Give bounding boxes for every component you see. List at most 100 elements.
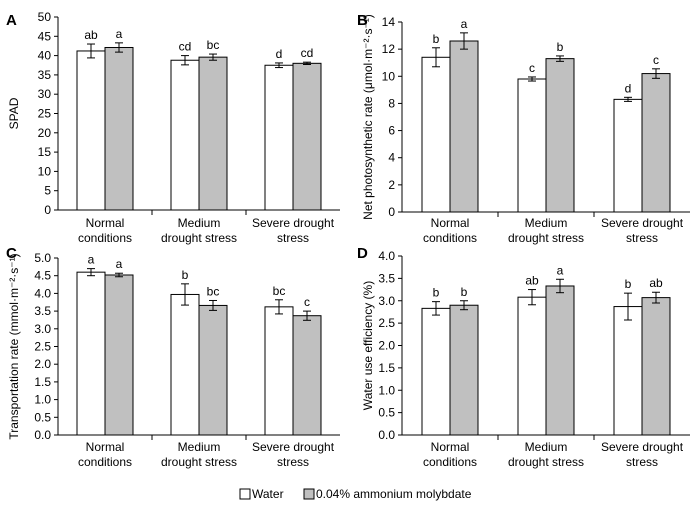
x-category-label: Normal bbox=[86, 440, 125, 454]
x-category-label: Normal bbox=[431, 216, 470, 230]
x-category-label: conditions bbox=[78, 455, 132, 469]
y-tick-label: 0.5 bbox=[34, 410, 51, 424]
bar bbox=[517, 78, 547, 213]
significance-letter: bc bbox=[273, 284, 286, 298]
significance-letter: ab bbox=[525, 274, 539, 288]
bar bbox=[421, 307, 451, 436]
x-category-label: drought stress bbox=[161, 455, 237, 469]
y-tick-label: 20 bbox=[38, 126, 52, 140]
y-tick-label: 10 bbox=[38, 164, 52, 178]
significance-letter: c bbox=[653, 53, 659, 67]
significance-letter: a bbox=[116, 257, 123, 271]
y-tick-label: 0.5 bbox=[378, 406, 395, 420]
y-tick-label: 2.0 bbox=[378, 339, 395, 353]
x-category-label: Medium bbox=[525, 216, 568, 230]
significance-letter: b bbox=[433, 32, 440, 46]
bar bbox=[264, 306, 294, 436]
legend-label-molybdate: 0.04% ammonium molybdate bbox=[316, 487, 472, 501]
bar bbox=[104, 46, 134, 211]
y-tick-label: 8 bbox=[388, 96, 395, 110]
x-category-label: drought stress bbox=[161, 231, 237, 245]
bar bbox=[76, 271, 106, 436]
y-tick-label: 4.0 bbox=[378, 249, 395, 263]
bar bbox=[292, 62, 322, 211]
y-axis-label: SPAD bbox=[7, 97, 21, 129]
significance-letter: c bbox=[529, 61, 535, 75]
x-category-label: Medium bbox=[525, 440, 568, 454]
y-tick-label: 1.0 bbox=[378, 383, 395, 397]
x-category-label: stress bbox=[277, 231, 309, 245]
significance-letter: a bbox=[116, 27, 123, 41]
significance-letter: b bbox=[557, 40, 564, 54]
y-tick-label: 1.5 bbox=[378, 361, 395, 375]
significance-letter: ab bbox=[649, 276, 663, 290]
x-category-label: Normal bbox=[431, 440, 470, 454]
bar bbox=[613, 98, 643, 213]
significance-letter: b bbox=[182, 268, 189, 282]
bar bbox=[292, 315, 322, 436]
y-tick-label: 10 bbox=[382, 69, 396, 83]
y-tick-label: 2 bbox=[388, 178, 395, 192]
bar bbox=[545, 285, 575, 436]
y-tick-label: 40 bbox=[38, 49, 52, 63]
y-tick-label: 3.5 bbox=[34, 304, 51, 318]
significance-letter: cd bbox=[301, 46, 314, 60]
x-category-label: Medium bbox=[178, 440, 221, 454]
significance-letter: bc bbox=[207, 38, 220, 52]
y-tick-label: 35 bbox=[38, 68, 52, 82]
panel-letter: D bbox=[357, 245, 368, 262]
y-tick-label: 45 bbox=[38, 29, 52, 43]
panel-a: A SPAD 0 5 10 15 20 25 30 35 40 45 50 Normalcondition… bbox=[6, 10, 340, 245]
y-tick-label: 4 bbox=[388, 151, 395, 165]
x-category-label: conditions bbox=[423, 455, 477, 469]
panel-letter: B bbox=[357, 12, 368, 29]
y-axis-label: Transportation rate (mmol·m⁻²·s⁻¹) bbox=[7, 253, 21, 439]
bar bbox=[170, 59, 200, 211]
bar bbox=[545, 58, 575, 213]
y-tick-label: 2.0 bbox=[34, 357, 51, 371]
panel-letter: C bbox=[6, 245, 17, 262]
y-tick-label: 0 bbox=[388, 205, 395, 219]
significance-letter: b bbox=[433, 286, 440, 300]
x-category-label: Severe drought bbox=[601, 440, 684, 454]
y-tick-label: 4.5 bbox=[34, 269, 51, 283]
bar bbox=[641, 73, 671, 213]
panel-letter: A bbox=[6, 12, 17, 29]
bar bbox=[264, 64, 294, 211]
legend-label-water: Water bbox=[252, 487, 284, 501]
y-tick-label: 3.5 bbox=[378, 271, 395, 285]
x-category-label: Severe drought bbox=[601, 216, 684, 230]
significance-letter: d bbox=[276, 47, 283, 61]
y-tick-label: 5 bbox=[44, 184, 51, 198]
bar bbox=[641, 297, 671, 436]
x-category-label: drought stress bbox=[508, 455, 584, 469]
x-category-label: stress bbox=[277, 455, 309, 469]
y-tick-label: 5.0 bbox=[34, 251, 51, 265]
y-tick-label: 0.0 bbox=[34, 428, 51, 442]
significance-letter: c bbox=[304, 295, 310, 309]
bar bbox=[449, 304, 479, 436]
y-tick-label: 0 bbox=[44, 203, 51, 217]
y-tick-label: 3.0 bbox=[378, 294, 395, 308]
significance-letter: b bbox=[461, 285, 468, 299]
significance-letter: b bbox=[625, 277, 632, 291]
y-tick-label: 2.5 bbox=[378, 316, 395, 330]
bar bbox=[421, 56, 451, 213]
x-category-label: Severe drought bbox=[252, 216, 335, 230]
bar bbox=[517, 296, 547, 436]
significance-letter: bc bbox=[207, 284, 220, 298]
significance-letter: a bbox=[557, 263, 564, 277]
y-axis-label: Net photosynthetic rate (μmol·m⁻²·s⁻¹) bbox=[361, 14, 375, 220]
bar bbox=[613, 306, 643, 436]
y-tick-label: 14 bbox=[382, 15, 396, 29]
y-tick-label: 15 bbox=[38, 145, 52, 159]
significance-letter: d bbox=[625, 81, 632, 95]
bar bbox=[170, 293, 200, 436]
x-category-label: conditions bbox=[423, 231, 477, 245]
x-category-label: Severe drought bbox=[252, 440, 335, 454]
y-axis-label: Water use efficiency (%) bbox=[361, 281, 375, 410]
y-tick-label: 25 bbox=[38, 107, 52, 121]
